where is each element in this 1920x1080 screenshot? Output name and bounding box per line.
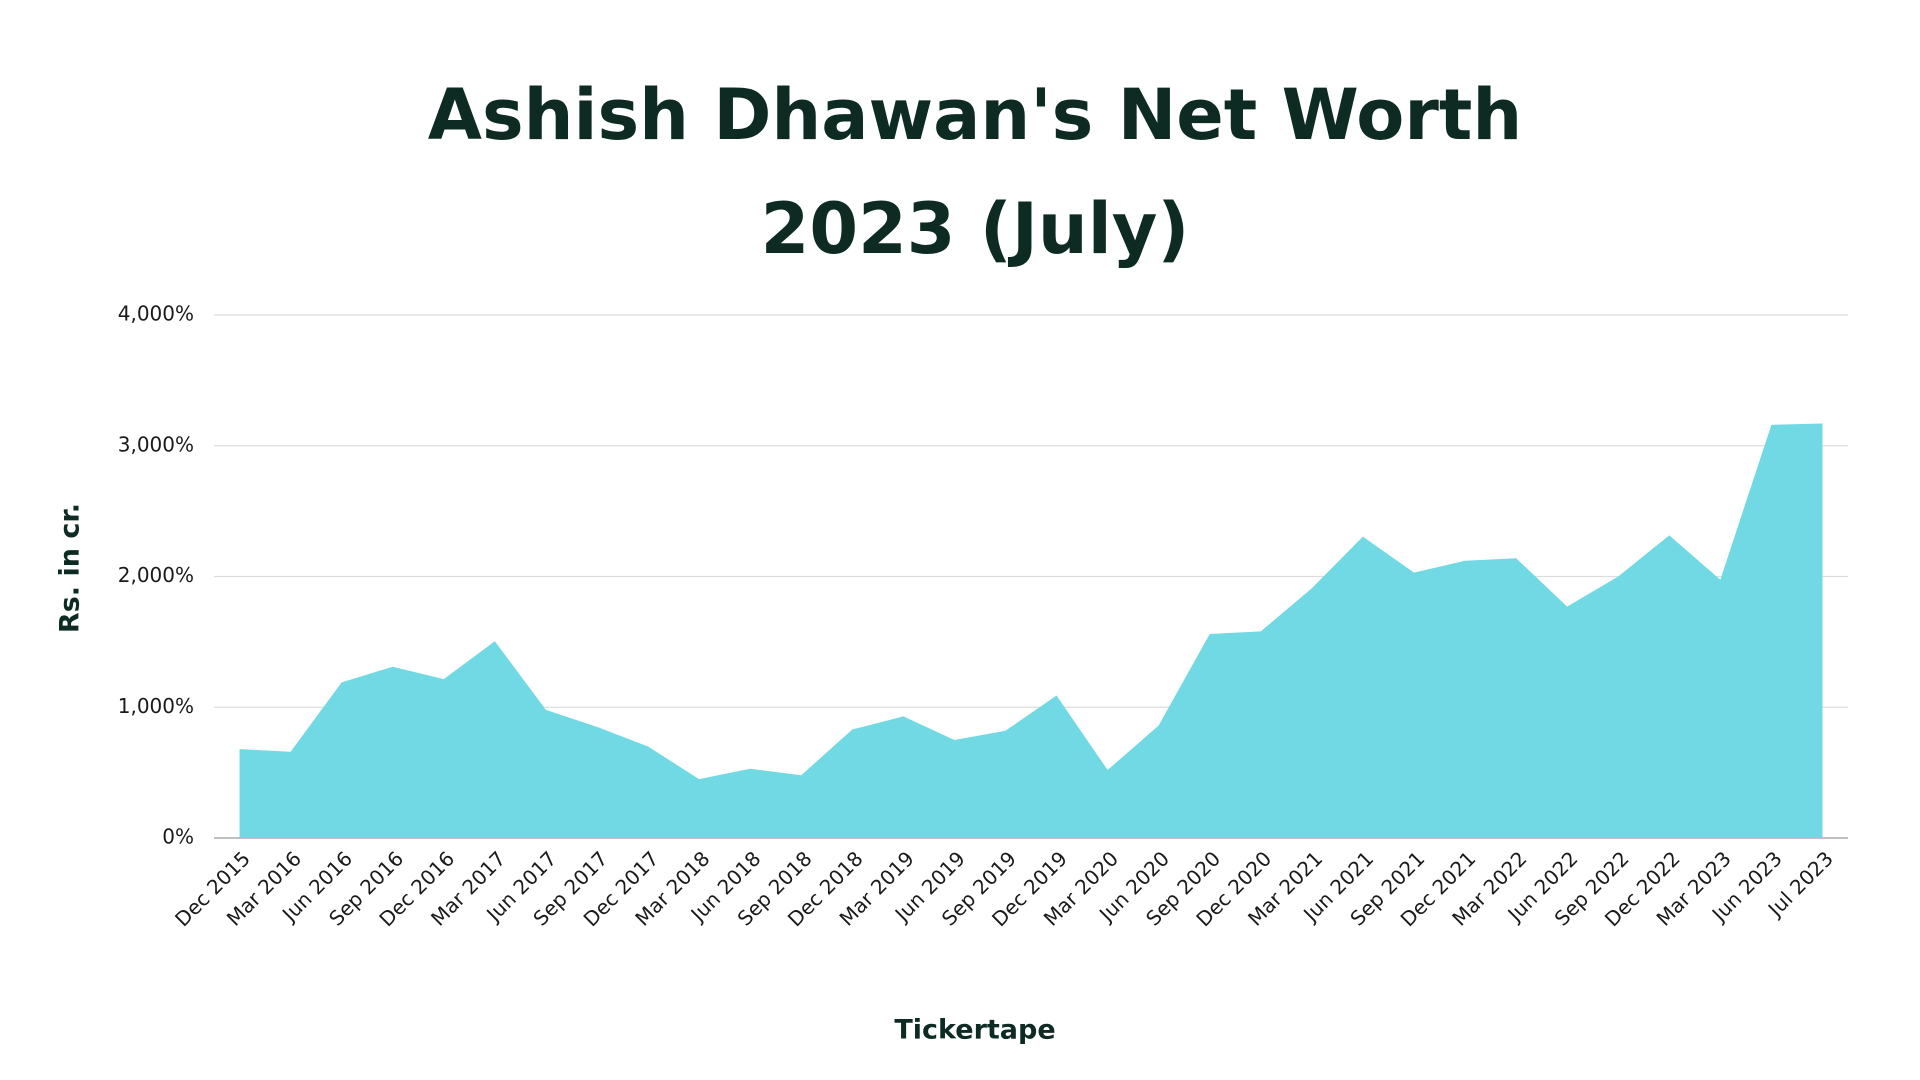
y-tick-label: 3,000% [118,432,194,456]
chart-title: 2023 (July) [761,188,1190,270]
y-axis-title: Rs. in cr. [55,503,86,633]
y-tick-label: 4,000% [118,302,194,326]
y-tick-label: 2,000% [118,563,194,587]
chart-title: Ashish Dhawan's Net Worth [428,74,1522,156]
y-tick-label: 1,000% [118,694,194,718]
area [239,423,1823,838]
y-tick-label: 0% [162,825,194,849]
source: Tickertape [894,1015,1055,1046]
